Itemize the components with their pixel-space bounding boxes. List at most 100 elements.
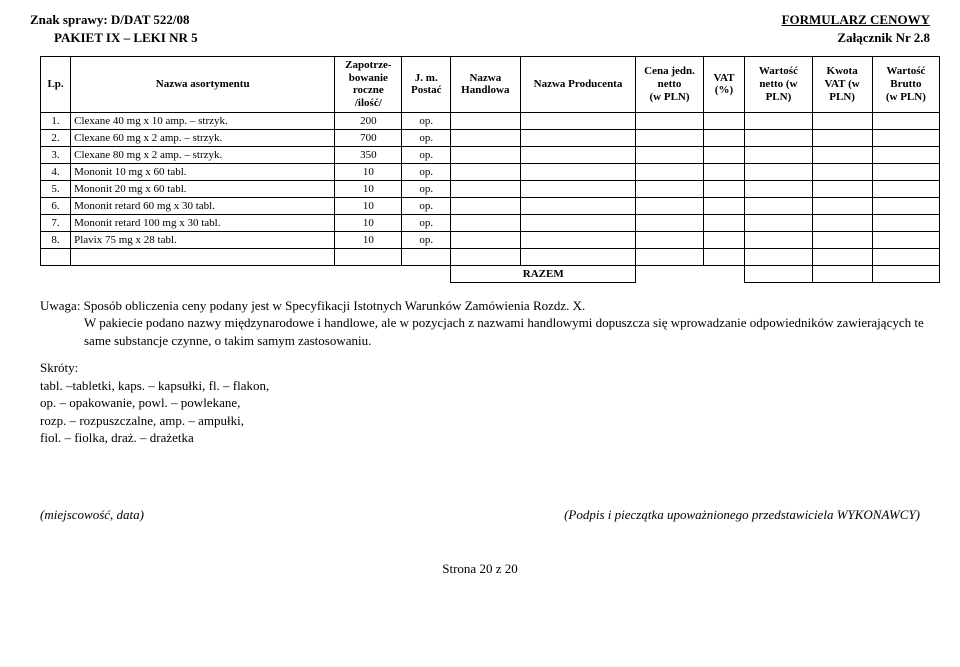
note-line1: Uwaga: Sposób obliczenia ceny podany jes… xyxy=(40,298,585,313)
cell-prod xyxy=(520,129,636,146)
cell-vat xyxy=(703,163,745,180)
cell-lp: 6. xyxy=(41,197,71,214)
cell-lp: 7. xyxy=(41,214,71,231)
cell-wb xyxy=(872,214,939,231)
cell-prod xyxy=(520,163,636,180)
cell-lp: 4. xyxy=(41,163,71,180)
table-row: 6.Mononit retard 60 mg x 30 tabl.10op. xyxy=(41,197,940,214)
cell-lp: 2. xyxy=(41,129,71,146)
razem-wn xyxy=(745,265,812,282)
cell-qty: 200 xyxy=(335,112,402,129)
cell-vat xyxy=(703,146,745,163)
cell-vat xyxy=(703,180,745,197)
table-row: 3.Clexane 80 mg x 2 amp. – strzyk.350op. xyxy=(41,146,940,163)
col-zap: Zapotrze- bowanie roczne /ilość/ xyxy=(335,57,402,113)
skroty-l1: tabl. –tabletki, kaps. – kapsułki, fl. –… xyxy=(40,378,269,393)
cell-wb xyxy=(872,146,939,163)
cell-wb xyxy=(872,129,939,146)
cell-qty: 10 xyxy=(335,180,402,197)
cell-kv xyxy=(812,214,872,231)
cell-name: Clexane 80 mg x 2 amp. – strzyk. xyxy=(71,146,335,163)
cell-cena xyxy=(636,180,703,197)
cell-name: Clexane 60 mg x 2 amp. – strzyk. xyxy=(71,129,335,146)
note-line2: W pakiecie podano nazwy międzynarodowe i… xyxy=(84,314,930,349)
cell-wn xyxy=(745,112,812,129)
cell-jm: op. xyxy=(402,129,451,146)
cell-name: Plavix 75 mg x 28 tabl. xyxy=(71,231,335,248)
cell-wb xyxy=(872,197,939,214)
cell-cena xyxy=(636,197,703,214)
cell-wb xyxy=(872,180,939,197)
cell-hand xyxy=(451,129,521,146)
cell-kv xyxy=(812,129,872,146)
cell-jm: op. xyxy=(402,214,451,231)
cell-hand xyxy=(451,231,521,248)
skroty-l2: op. – opakowanie, powl. – powlekane, xyxy=(40,395,240,410)
cell-wn xyxy=(745,214,812,231)
cell-cena xyxy=(636,129,703,146)
price-table: Lp. Nazwa asortymentu Zapotrze- bowanie … xyxy=(40,56,940,283)
col-vat: VAT (%) xyxy=(703,57,745,113)
table-row: 1.Clexane 40 mg x 10 amp. – strzyk.200op… xyxy=(41,112,940,129)
cell-jm: op. xyxy=(402,197,451,214)
cell-jm: op. xyxy=(402,180,451,197)
col-jm: J. m. Postać xyxy=(402,57,451,113)
col-wb: Wartość Brutto (w PLN) xyxy=(872,57,939,113)
attachment-number: Załącznik Nr 2.8 xyxy=(837,30,930,46)
cell-wn xyxy=(745,197,812,214)
cell-hand xyxy=(451,146,521,163)
skroty-title: Skróty: xyxy=(40,360,78,375)
cell-name: Clexane 40 mg x 10 amp. – strzyk. xyxy=(71,112,335,129)
case-number: Znak sprawy: D/DAT 522/08 xyxy=(30,12,190,28)
cell-name: Mononit retard 100 mg x 30 tabl. xyxy=(71,214,335,231)
table-header-row: Lp. Nazwa asortymentu Zapotrze- bowanie … xyxy=(41,57,940,113)
cell-vat xyxy=(703,214,745,231)
cell-hand xyxy=(451,163,521,180)
cell-hand xyxy=(451,197,521,214)
cell-hand xyxy=(451,180,521,197)
cell-jm: op. xyxy=(402,231,451,248)
cell-wb xyxy=(872,112,939,129)
cell-prod xyxy=(520,231,636,248)
cell-name: Mononit 20 mg x 60 tabl. xyxy=(71,180,335,197)
col-hand: Nazwa Handlowa xyxy=(451,57,521,113)
table-row: 5.Mononit 20 mg x 60 tabl.10op. xyxy=(41,180,940,197)
cell-cena xyxy=(636,112,703,129)
cell-jm: op. xyxy=(402,163,451,180)
skroty-l4: fiol. – fiolka, draż. – drażetka xyxy=(40,430,194,445)
cell-hand xyxy=(451,214,521,231)
cell-cena xyxy=(636,146,703,163)
table-row-empty xyxy=(41,248,940,265)
cell-qty: 10 xyxy=(335,214,402,231)
table-row: 4.Mononit 10 mg x 60 tabl.10op. xyxy=(41,163,940,180)
cell-kv xyxy=(812,146,872,163)
col-cena: Cena jedn. netto (w PLN) xyxy=(636,57,703,113)
cell-prod xyxy=(520,180,636,197)
cell-kv xyxy=(812,197,872,214)
cell-kv xyxy=(812,180,872,197)
cell-prod xyxy=(520,197,636,214)
cell-wn xyxy=(745,163,812,180)
cell-kv xyxy=(812,112,872,129)
col-kv: Kwota VAT (w PLN) xyxy=(812,57,872,113)
table-row: 2.Clexane 60 mg x 2 amp. – strzyk.700op. xyxy=(41,129,940,146)
cell-qty: 700 xyxy=(335,129,402,146)
cell-vat xyxy=(703,112,745,129)
cell-wb xyxy=(872,231,939,248)
signature-contractor: (Podpis i pieczątka upoważnionego przeds… xyxy=(564,507,920,523)
cell-vat xyxy=(703,197,745,214)
cell-qty: 10 xyxy=(335,197,402,214)
package-title: PAKIET IX – LEKI NR 5 xyxy=(54,30,198,46)
razem-kv xyxy=(812,265,872,282)
cell-wn xyxy=(745,129,812,146)
table-row-total: RAZEM xyxy=(41,265,940,282)
cell-name: Mononit 10 mg x 60 tabl. xyxy=(71,163,335,180)
col-prod: Nazwa Producenta xyxy=(520,57,636,113)
col-name: Nazwa asortymentu xyxy=(71,57,335,113)
cell-lp: 1. xyxy=(41,112,71,129)
cell-wn xyxy=(745,231,812,248)
cell-lp: 5. xyxy=(41,180,71,197)
table-row: 8.Plavix 75 mg x 28 tabl.10op. xyxy=(41,231,940,248)
cell-kv xyxy=(812,163,872,180)
cell-name: Mononit retard 60 mg x 30 tabl. xyxy=(71,197,335,214)
